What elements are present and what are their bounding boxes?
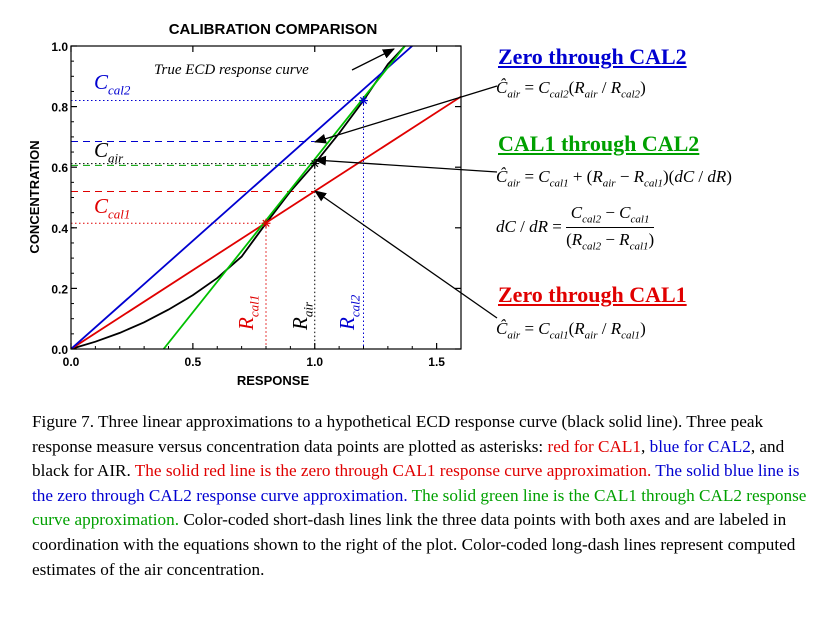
x-axis-title: RESPONSE	[237, 373, 310, 388]
x-tick-label-0: 0.0	[63, 355, 80, 369]
caption-blue-line: The solid blue line is the zero through …	[32, 461, 800, 505]
axes: 0.0 0.5 1.0 1.5 0.0 0.2 0.4 0.6 0.8 1.0	[51, 40, 462, 369]
annotations: Ccal2 Cair Ccal1 Rcal1 Rair Rcal2 True ECD res…	[94, 62, 362, 331]
caption-red-cal1: red for CAL1	[547, 436, 642, 456]
figure-caption: Figure 7. Three linear approximations to…	[32, 410, 812, 582]
x-tick-label-3: 1.5	[428, 355, 445, 369]
series-line-3	[162, 46, 406, 349]
x-tick-label-2: 1.0	[306, 355, 323, 369]
label-c-air: Cair	[94, 138, 124, 165]
eq-zero-cal1-heading: Zero through CAL1	[498, 282, 687, 307]
series-line-0	[71, 46, 406, 349]
eq-zero-cal1-formula: Ĉair = Ccal1(Rair / Rcal1)	[496, 319, 646, 342]
y-tick-label-2: 0.4	[51, 222, 68, 236]
y-tick-label-1: 0.2	[51, 282, 68, 296]
label-c-cal2: Ccal2	[94, 70, 131, 97]
y-tick-label-0: 0.0	[51, 343, 68, 357]
caption-blue-cal2: blue for CAL2	[649, 436, 751, 456]
label-r-air: Rair	[288, 301, 315, 331]
eq-zero-cal2-formula: Ĉair = Ccal2(Rair / Rcal2)	[496, 78, 646, 101]
caption-red-line: The solid red line is the zero through C…	[134, 461, 652, 481]
label-r-cal1: Rcal1	[234, 295, 261, 331]
caption-green-line: The solid green line is the CAL1 through…	[32, 485, 807, 530]
series-line-2	[71, 46, 413, 349]
asterisk-stroke	[262, 219, 270, 227]
plot-area	[71, 46, 461, 349]
chart-title: CALIBRATION COMPARISON	[169, 21, 378, 38]
label-r-cal2: Rcal2	[335, 294, 362, 331]
pointer-arrow-0	[351, 48, 395, 71]
caption-text-2: , and black for AIR.	[32, 436, 785, 481]
eq-cal1-cal2-formula: Ĉair = Ccal1 + (Rair − Rcal1)(dC / dR)	[496, 167, 732, 190]
eq-cal1-cal2-heading: CAL1 through CAL2	[498, 131, 700, 156]
pointer-arrow-2	[314, 155, 498, 173]
y-axis-title: CONCENTRATION	[27, 140, 42, 253]
eq-slope-formula: dC / dR = Ccal2 − Ccal1 (Rcal2 − Rcal1)	[496, 203, 655, 253]
data-point-2	[359, 96, 368, 106]
y-tick-label-3: 0.6	[51, 161, 68, 175]
eq-zero-cal2-heading: Zero through CAL2	[498, 44, 687, 69]
pointer-arrows	[314, 48, 498, 319]
caption-text-1: Figure 7. Three linear approximations to…	[32, 412, 764, 456]
x-tick-label-1: 0.5	[185, 355, 202, 369]
asterisk-stroke	[359, 96, 368, 105]
data-point-0	[261, 218, 271, 228]
caption-text-3: Color-coded short-dash lines link the th…	[32, 510, 796, 579]
pointer-arrow-1	[314, 85, 498, 144]
calibration-chart: CALIBRATION COMPARISON 0.0 0.5 1.0 1.50.00.…	[27, 21, 498, 388]
label-c-cal1: Ccal1	[94, 194, 130, 221]
label-true-curve: True ECD response curve	[154, 62, 309, 78]
y-tick-label-4: 0.8	[51, 101, 68, 115]
caption-sep: ,	[641, 436, 650, 456]
y-tick-label-5: 1.0	[51, 40, 68, 54]
pointer-arrow-3	[314, 190, 498, 319]
